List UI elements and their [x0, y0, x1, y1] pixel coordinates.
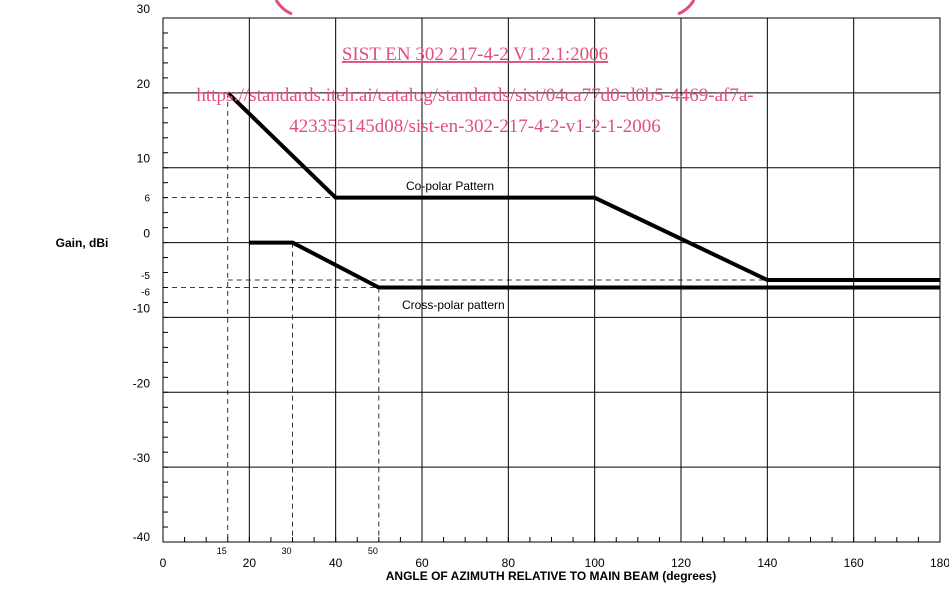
minor-tick-marks — [163, 32, 919, 542]
y-axis-tick-labels: 30 20 10 0 -10 -20 -30 -40 6 -5 -6 — [133, 2, 151, 544]
series-label-co-polar: Co-polar Pattern — [406, 179, 494, 193]
reference-lines — [163, 92, 768, 542]
x-tick-label: 160 — [844, 556, 864, 570]
x-minor-tick-label: 50 — [368, 546, 378, 556]
series-line-co-polar — [226, 91, 940, 282]
x-axis-tick-labels: 0 20 40 60 80 100 120 140 160 180 15 30 50 — [160, 546, 949, 570]
y-minor-tick-label: -5 — [141, 271, 150, 282]
x-tick-label: 20 — [243, 556, 257, 570]
x-tick-label: 180 — [930, 556, 949, 570]
watermark-line-3: 423355145d08/sist-en-302-217-4-2-v1-2-1-… — [289, 116, 661, 137]
y-minor-tick-label: -6 — [141, 287, 150, 298]
series-lines — [226, 91, 940, 290]
watermark-line-1: SIST EN 302 217-4-2 V1.2.1:2006 — [342, 44, 608, 65]
y-minor-tick-label: 6 — [144, 194, 150, 205]
y-axis-title: Gain, dBi — [56, 236, 109, 250]
series-label-cross-polar: Cross-polar pattern — [402, 298, 505, 312]
y-tick-label: -10 — [133, 301, 151, 315]
x-axis-title: ANGLE OF AZIMUTH RELATIVE TO MAIN BEAM (… — [386, 569, 716, 583]
watermark-top-fragment — [274, 0, 696, 16]
x-tick-label: 60 — [415, 556, 429, 570]
y-tick-label: -40 — [133, 530, 151, 544]
x-minor-tick-label: 15 — [217, 546, 227, 556]
series-line-cross-polar — [249, 240, 940, 290]
x-minor-tick-label: 30 — [281, 546, 291, 556]
x-tick-label: 140 — [757, 556, 777, 570]
y-tick-label: -30 — [133, 451, 151, 465]
y-tick-label: 20 — [137, 77, 151, 91]
x-tick-label: 0 — [160, 556, 167, 570]
y-tick-label: 30 — [137, 2, 151, 16]
x-tick-label: 40 — [329, 556, 343, 570]
y-tick-label: 0 — [143, 227, 150, 241]
x-tick-label: 100 — [585, 556, 605, 570]
y-tick-label: -20 — [133, 376, 151, 390]
x-tick-label: 120 — [671, 556, 691, 570]
x-tick-label: 80 — [502, 556, 516, 570]
watermark-line-2: https://standards.iteh.ai/catalog/standa… — [196, 85, 753, 106]
y-tick-label: 10 — [137, 152, 151, 166]
